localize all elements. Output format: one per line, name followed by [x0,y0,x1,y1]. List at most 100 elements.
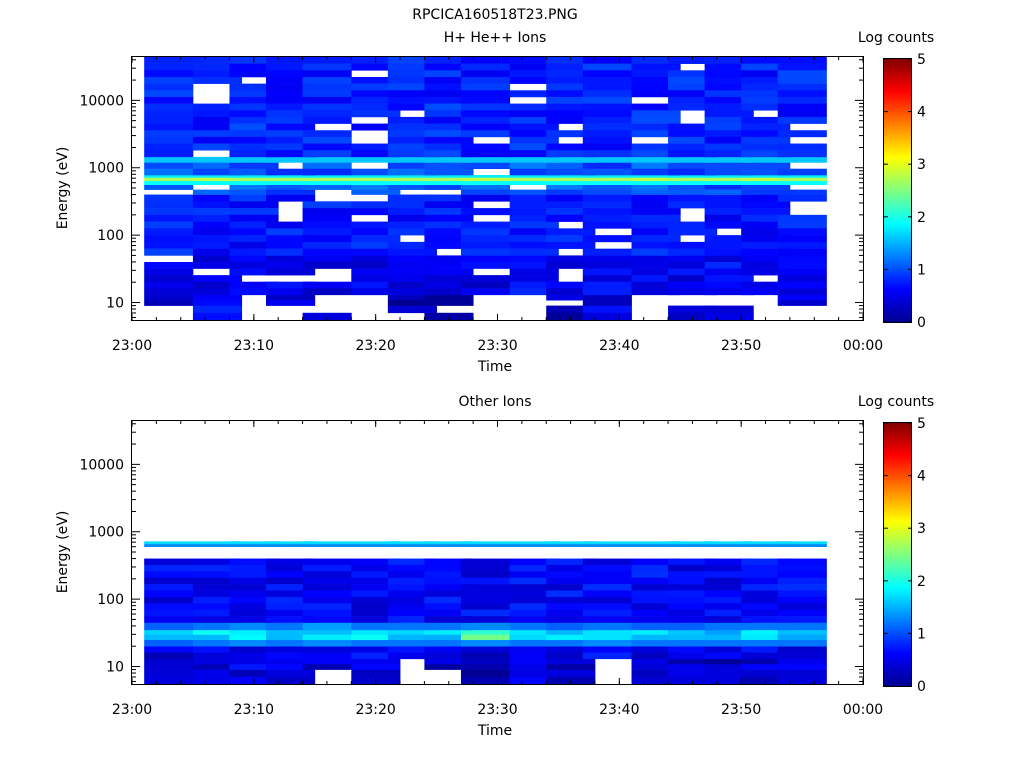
heatmap-cell [777,235,827,243]
heatmap-cell [144,103,194,111]
heatmap-cell [546,184,596,190]
heatmap-cell [741,261,791,269]
panel-bottom-colorbar [883,422,912,687]
heatmap-cell [509,180,559,186]
heatmap-cell [668,123,718,131]
heatmap-cell [302,214,352,222]
heatmap-cell [704,584,754,591]
heatmap-cell [266,90,316,98]
heatmap-cell [387,201,437,209]
colorbar-tick-label: 1 [917,262,926,278]
heatmap-cell [704,622,754,631]
panel-top-x-axis-label: Time [477,359,512,375]
heatmap-cell [424,639,474,647]
heatmap-cell [460,639,511,647]
heatmap-cell [631,634,681,640]
heatmap-cell [777,603,827,610]
heatmap-cell [424,255,474,263]
heatmap-cell [509,646,559,653]
heatmap-cell [546,564,596,572]
heatmap-cell [668,629,718,636]
heatmap-cell [144,275,194,282]
heatmap-cell [509,634,559,640]
heatmap-cell [192,543,243,547]
heatmap-cell [509,629,559,636]
colorbar-tick-label: 0 [917,315,926,331]
heatmap-cell [144,558,194,566]
heatmap-cell [631,123,681,131]
heatmap-cell [460,616,511,623]
heatmap-cell [546,622,596,631]
heatmap-cell [351,221,401,229]
heatmap-cell [631,168,681,176]
heatmap-cell [266,541,316,545]
heatmap-cell [424,221,474,229]
heatmap-cell [668,162,718,169]
heatmap-cell [631,150,681,158]
heatmap-cell [144,175,194,178]
heatmap-cell [741,208,791,216]
heatmap-cell [144,214,194,222]
heatmap-cell [741,63,791,71]
heatmap-cell [351,156,401,163]
heatmap-cell [387,208,437,216]
heatmap-cell [704,201,754,209]
heatmap-cell [582,281,632,289]
heatmap-cell [741,541,791,545]
heatmap-cell [668,603,718,610]
heatmap-cell [229,241,279,249]
heatmap-cell [351,96,401,104]
heatmap-cell [741,558,791,566]
heatmap-cell [704,175,754,178]
heatmap-cell [266,646,316,653]
heatmap-cell [704,596,754,604]
heatmap-cell [229,664,279,670]
heatmap-cell [668,622,718,631]
heatmap-cell [668,616,718,623]
heatmap-cell [704,241,754,249]
heatmap-cell [509,136,559,144]
heatmap-cell [509,228,559,236]
heatmap-cell [631,248,681,256]
heatmap-cell [302,162,352,169]
heatmap-cell [509,175,559,178]
heatmap-cell [546,541,596,545]
heatmap-cell [144,300,194,306]
heatmap-cell [777,634,827,640]
heatmap-cell [582,596,632,604]
heatmap-cell [302,76,352,84]
heatmap-cell [631,208,681,216]
heatmap-cell [229,110,279,118]
heatmap-cell [144,221,194,229]
heatmap-cell [192,175,243,178]
heatmap-cell [668,541,718,545]
heatmap-cell [509,130,559,138]
heatmap-cell [460,541,511,545]
heatmap-cell [266,57,316,64]
heatmap-cell [424,288,474,296]
heatmap-cell [631,596,681,604]
heatmap-cell [631,221,681,229]
heatmap-cell [668,596,718,604]
panel-top-colorbar [883,58,912,323]
heatmap-cell [631,261,681,269]
heatmap-cell [144,168,194,176]
heatmap-cell [546,168,596,176]
heatmap-cell [387,130,437,138]
heatmap-cell [302,629,352,636]
heatmap-cell [668,175,718,178]
heatmap-cell [192,76,243,84]
x-tick-label: 23:40 [599,702,639,718]
heatmap-cell [631,177,681,182]
heatmap-cell [582,184,632,190]
heatmap-cell [631,116,681,124]
heatmap-cell [144,294,194,301]
heatmap-cell [546,76,596,84]
heatmap-cell [144,110,194,118]
heatmap-cell [229,143,279,151]
heatmap-cell [631,184,681,190]
heatmap-cell [302,70,352,78]
heatmap-cell [777,177,827,182]
heatmap-cell [351,180,401,186]
heatmap-cell [302,577,352,585]
